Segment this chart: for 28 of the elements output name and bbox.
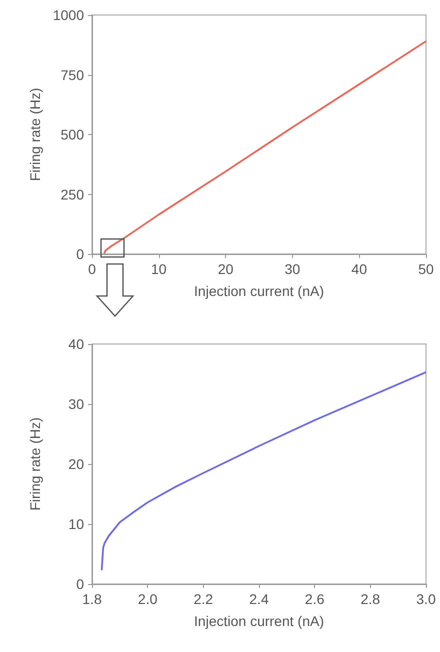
- y-tick-label: 40: [68, 336, 84, 352]
- x-tick-label: 1.8: [82, 591, 102, 607]
- y-tick-label: 20: [68, 456, 84, 472]
- y-tick-label: 0: [76, 576, 84, 592]
- y-axis-title: Firing rate (Hz): [26, 88, 43, 182]
- x-tick-label: 0: [88, 261, 96, 277]
- x-tick-label: 2.8: [360, 591, 380, 607]
- x-axis-title: Injection current (nA): [194, 613, 324, 629]
- y-tick-label: 0: [76, 246, 84, 262]
- y-tick-label: 500: [60, 126, 84, 142]
- x-tick-label: 10: [151, 261, 167, 277]
- x-tick-label: 50: [418, 261, 434, 277]
- y-axis-title: Firing rate (Hz): [27, 417, 43, 511]
- x-tick-label: 30: [284, 261, 300, 277]
- x-tick-label: 40: [351, 261, 368, 277]
- x-tick-label: 3.0: [416, 591, 436, 607]
- x-tick-label: 2.4: [249, 591, 269, 607]
- line-series: [100, 371, 427, 572]
- y-tick-label: 30: [68, 396, 84, 412]
- y-tick-label: 750: [60, 66, 84, 83]
- x-axis-title: Injection current (nA): [194, 283, 324, 299]
- y-tick-label: 10: [68, 516, 84, 532]
- x-tick-label: 2.0: [138, 591, 158, 607]
- x-tick-label: 2.6: [304, 591, 325, 607]
- y-tick-label: 1000: [52, 7, 84, 23]
- x-tick-label: 20: [218, 261, 234, 277]
- x-tick-label: 2.2: [194, 591, 214, 607]
- y-tick-label: 250: [60, 186, 84, 202]
